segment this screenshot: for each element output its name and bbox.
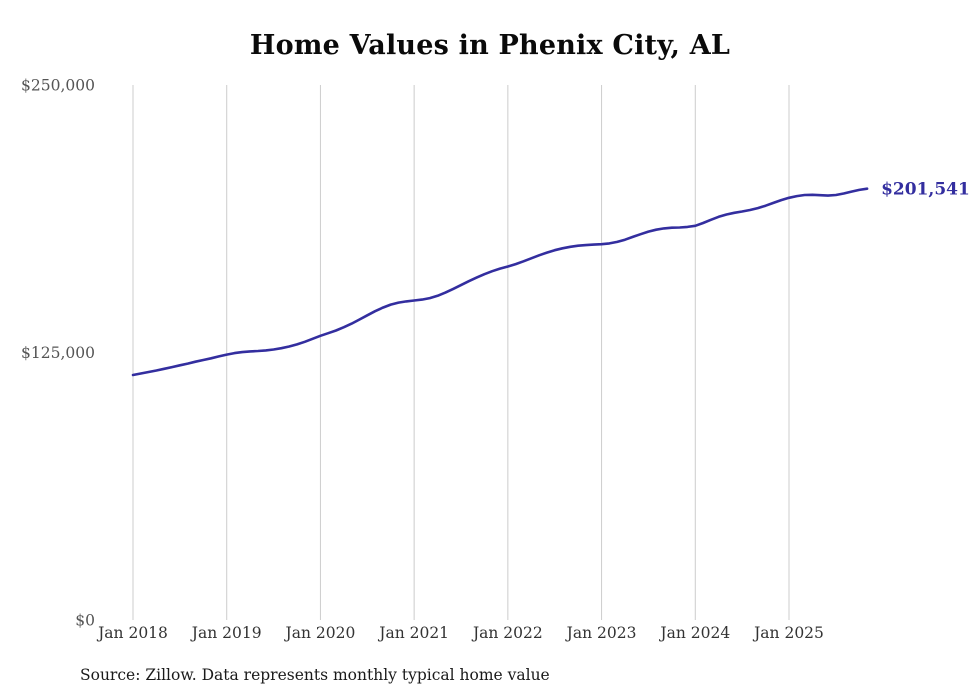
x-tick-label: Jan 2021 bbox=[377, 624, 449, 642]
source-note: Source: Zillow. Data represents monthly … bbox=[80, 666, 550, 684]
chart-title: Home Values in Phenix City, AL bbox=[249, 30, 731, 61]
y-tick-label: $0 bbox=[75, 611, 95, 629]
x-tick-label: Jan 2019 bbox=[190, 624, 262, 642]
x-tick-label: Jan 2024 bbox=[658, 624, 730, 642]
x-tick-label: Jan 2023 bbox=[565, 624, 637, 642]
end-value-label: $201,541 bbox=[881, 180, 970, 200]
x-tick-label: Jan 2020 bbox=[284, 624, 356, 642]
y-tick-label: $125,000 bbox=[21, 344, 95, 362]
x-tick-label: Jan 2022 bbox=[471, 624, 543, 642]
x-tick-label: Jan 2025 bbox=[752, 624, 824, 642]
value-line bbox=[131, 187, 869, 377]
y-tick-label: $250,000 bbox=[21, 76, 95, 94]
x-tick-label: Jan 2018 bbox=[96, 624, 168, 642]
